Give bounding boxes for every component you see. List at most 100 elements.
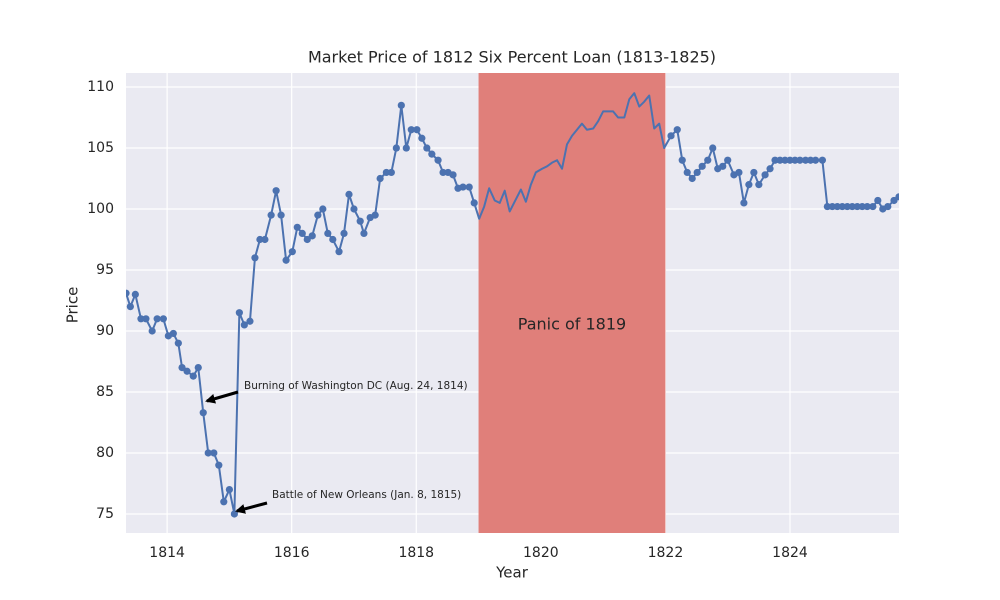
x-axis-label: Year — [495, 564, 529, 582]
point — [848, 202, 856, 211]
point — [345, 190, 353, 198]
point — [142, 315, 150, 323]
point — [823, 202, 831, 211]
point — [434, 156, 442, 164]
point — [376, 174, 384, 183]
point — [796, 156, 804, 164]
point — [750, 168, 758, 177]
point — [246, 317, 254, 325]
y-tick-label: 105 — [87, 140, 114, 156]
point — [298, 229, 306, 238]
point — [314, 211, 322, 219]
point — [818, 156, 826, 164]
point — [303, 235, 311, 244]
point — [220, 498, 228, 506]
point — [392, 144, 400, 152]
point — [407, 126, 415, 134]
point — [776, 156, 784, 164]
point — [397, 101, 405, 109]
point — [382, 168, 390, 177]
point — [225, 485, 233, 494]
point — [874, 196, 882, 205]
point — [698, 162, 706, 170]
point — [350, 205, 358, 213]
point — [251, 254, 259, 262]
point — [806, 156, 815, 164]
point — [459, 183, 467, 191]
point — [688, 174, 696, 183]
point — [256, 235, 264, 244]
annotation: Battle of New Orleans (Jan. 8, 1815) — [272, 489, 461, 501]
point — [761, 171, 769, 179]
point — [204, 449, 212, 457]
point — [261, 235, 269, 244]
point — [293, 223, 301, 231]
point — [288, 248, 296, 256]
point — [833, 202, 841, 211]
point — [766, 165, 774, 173]
point — [791, 156, 799, 164]
point — [194, 363, 202, 372]
point — [148, 327, 156, 335]
point — [428, 150, 436, 158]
point — [895, 193, 899, 201]
point — [174, 339, 182, 347]
point — [282, 256, 290, 264]
point — [745, 181, 753, 189]
point — [153, 315, 161, 323]
span-layer — [478, 73, 666, 533]
point — [319, 205, 327, 213]
point — [235, 309, 243, 317]
point — [199, 409, 207, 417]
point — [838, 202, 846, 211]
point — [210, 449, 218, 457]
x-tick-label: 1822 — [648, 545, 684, 561]
point — [801, 156, 810, 164]
x-tick-label: 1816 — [274, 545, 310, 561]
point — [324, 229, 332, 238]
point — [387, 168, 395, 177]
point — [811, 156, 820, 164]
point — [230, 510, 238, 518]
point — [884, 202, 892, 211]
point — [853, 202, 861, 211]
point — [786, 156, 794, 164]
point — [709, 144, 717, 152]
point — [402, 144, 410, 152]
annotation-arrow — [235, 501, 268, 514]
point — [673, 126, 681, 134]
point — [137, 315, 145, 323]
point — [858, 202, 866, 211]
point — [704, 156, 712, 164]
point — [843, 202, 851, 211]
x-tick-label: 1814 — [149, 545, 185, 561]
labels: 1814 1816 1818 1820 1822 1824 75 80 85 90 95 100 105… — [87, 79, 808, 561]
point — [465, 183, 473, 191]
point — [781, 156, 789, 164]
point — [678, 156, 686, 164]
point — [371, 211, 379, 219]
point — [329, 235, 337, 244]
highlight-span — [478, 73, 666, 533]
point — [183, 367, 191, 375]
data-layer — [126, 92, 899, 518]
y-tick-label: 90 — [96, 323, 114, 339]
point — [683, 168, 691, 177]
point — [423, 144, 431, 152]
point — [869, 202, 877, 211]
point — [771, 156, 779, 164]
point — [890, 196, 898, 205]
point — [470, 199, 478, 207]
point — [828, 202, 836, 211]
point — [126, 302, 134, 311]
x-tick-label: 1824 — [772, 545, 808, 561]
point — [413, 126, 421, 134]
point — [360, 229, 368, 238]
point — [755, 181, 763, 189]
point — [439, 168, 447, 177]
x-tick-label: 1818 — [398, 545, 434, 561]
y-tick-label: 75 — [96, 506, 114, 522]
y-axis-label: Price — [64, 287, 82, 324]
